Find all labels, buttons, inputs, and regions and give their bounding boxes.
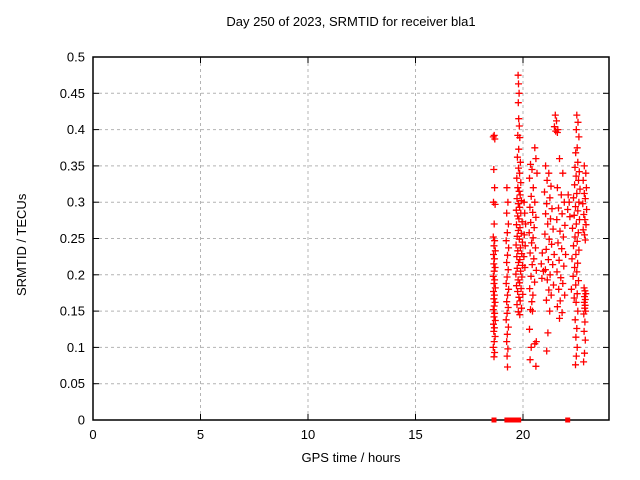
y-tick-label: 0	[78, 413, 85, 428]
y-tick-label: 0.05	[60, 376, 85, 391]
x-tick-label: 5	[197, 427, 204, 442]
y-tick-label: 0.5	[67, 50, 85, 65]
x-axis-label: GPS time / hours	[301, 450, 401, 465]
y-tick-label: 0.15	[60, 304, 85, 319]
zero-markers	[491, 417, 571, 423]
grid-lines	[93, 57, 609, 420]
y-tick-label: 0.3	[67, 195, 85, 210]
tick-labels: 0 5 10 15 20 0 0.05 0.1 0.15 0.2 0.25 0.3 0.35 0.4 0.4…	[60, 50, 531, 443]
x-tick-label: 0	[89, 427, 96, 442]
y-tick-label: 0.35	[60, 158, 85, 173]
x-tick-label: 20	[516, 427, 530, 442]
x-tick-label: 10	[301, 427, 315, 442]
y-tick-label: 0.4	[67, 122, 85, 137]
chart-title: Day 250 of 2023, SRMTID for receiver bla…	[226, 14, 476, 29]
plot-border	[92, 56, 610, 421]
y-tick-label: 0.1	[67, 340, 85, 355]
y-tick-label: 0.45	[60, 86, 85, 101]
zero-square-marker	[512, 417, 518, 423]
zero-square-marker	[491, 417, 497, 423]
zero-square-marker	[565, 417, 571, 423]
y-tick-label: 0.25	[60, 231, 85, 246]
x-tick-label: 15	[408, 427, 422, 442]
y-tick-label: 0.2	[67, 267, 85, 282]
scatter-points	[489, 71, 591, 371]
zero-square-marker	[516, 417, 522, 423]
data-point-markers	[489, 71, 591, 371]
